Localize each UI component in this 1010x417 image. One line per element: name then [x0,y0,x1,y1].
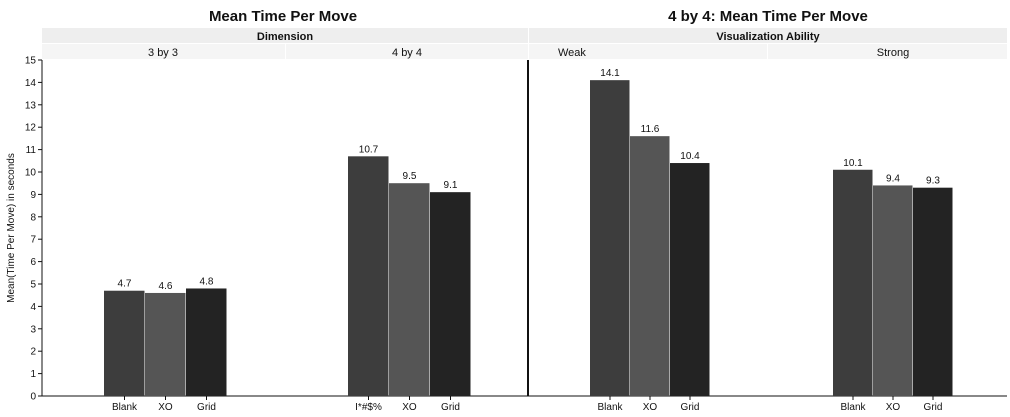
y-tick-label: 13 [25,100,37,111]
y-tick-label: 6 [30,257,36,268]
bar-value-label: 4.6 [159,281,173,292]
x-category-label: I*#$% [355,402,382,412]
x-category-label: XO [886,402,901,412]
facet-header-visualization-ability: Visualization Ability [716,31,820,43]
y-tick-label: 9 [30,190,36,201]
panel-label-strong: Strong [877,47,909,59]
x-category-label: XO [643,402,658,412]
bar-weak-2 [670,163,710,396]
bar-value-label: 4.8 [200,276,214,287]
facet-header-dimension: Dimension [257,31,314,43]
bar-strong-0 [833,169,873,396]
panel-header-bg-3by3 [42,44,285,59]
bar-value-label: 14.1 [600,68,620,79]
bar-value-label: 9.4 [886,173,900,184]
x-category-label: Grid [681,402,700,412]
y-tick-label: 4 [30,302,36,313]
bar-4-by-4-1 [389,183,430,396]
x-category-label: Grid [441,402,460,412]
bar-value-label: 4.7 [118,279,132,290]
bar-3-by-3-0 [104,290,145,396]
panel-label-3by3: 3 by 3 [148,47,178,59]
y-tick-label: 7 [30,235,36,246]
bar-4-by-4-0 [348,156,389,396]
bar-weak-0 [590,80,630,396]
x-category-label: Blank [840,402,866,412]
bar-3-by-3-1 [145,292,186,396]
bar-strong-1 [873,185,913,396]
x-category-label: Grid [197,402,216,412]
facet-header-bg-left [42,28,528,43]
y-tick-label: 15 [25,56,37,67]
bar-value-label: 10.1 [843,158,863,169]
y-axis-label: Mean(Time Per Move) in seconds [6,153,17,303]
bars: 4.7 Blank 4.6 XO 4.8 Grid 10.7 I*#$% 9.5 XO 9.1 Gri… [104,68,953,413]
bar-value-label: 9.5 [403,171,417,182]
y-tick-label: 5 [30,280,36,291]
x-category-label: XO [158,402,173,412]
panel-header-bg-strong [768,44,1007,59]
y-tick-label: 2 [30,347,36,358]
y-tick-label: 10 [25,168,37,179]
bar-strong-2 [913,187,953,396]
bar-value-label: 9.3 [926,176,940,187]
y-tick-label: 3 [30,324,36,335]
bar-4-by-4-2 [430,192,471,396]
x-category-label: XO [402,402,417,412]
y-tick-label: 8 [30,212,36,223]
bar-weak-1 [630,136,670,396]
bar-value-label: 10.7 [359,144,379,155]
y-tick-label: 11 [26,145,37,156]
y-tick-label: 12 [25,123,37,134]
x-category-label: Blank [597,402,623,412]
y-tick-label: 14 [25,78,37,89]
panel-label-4by4: 4 by 4 [392,47,422,59]
x-category-label: Blank [112,402,138,412]
bar-value-label: 11.6 [641,124,660,135]
y-tick-label: 0 [30,392,36,403]
facet-header-bg-right [529,28,1007,43]
bar-value-label: 9.1 [444,180,458,191]
y-tick-label: 1 [30,369,36,380]
bar-value-label: 10.4 [680,151,700,162]
chart-title-right: 4 by 4: Mean Time Per Move [668,8,868,25]
bar-3-by-3-2 [186,288,227,396]
panel-label-weak: Weak [558,47,586,59]
panel-header-bg-weak [529,44,767,59]
x-category-label: Grid [924,402,943,412]
chart-title-left: Mean Time Per Move [209,8,357,25]
panel-header-bg-4by4 [286,44,528,59]
